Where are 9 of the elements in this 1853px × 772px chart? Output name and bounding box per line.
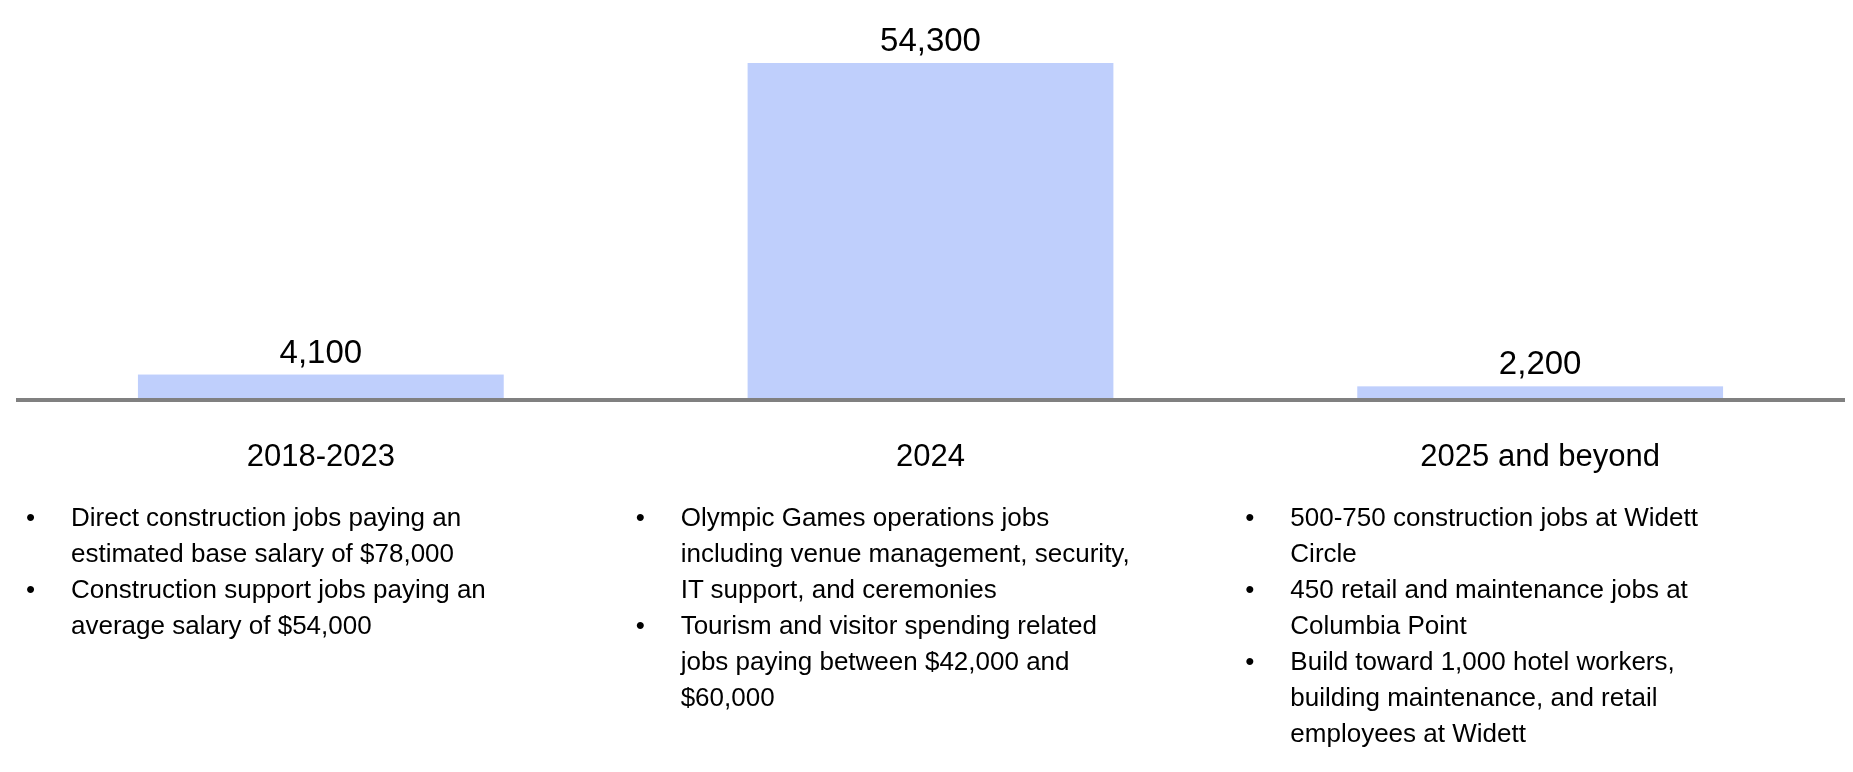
x-tick-label: 2024 (896, 438, 965, 473)
x-tick-label: 2025 and beyond (1420, 438, 1660, 473)
text: • 500-750 construction jobs at Widett Circle • 450 retail and maintenance jobs at Columbia Point • Build toward 1,000 hotel workers, building maintenance, and retail employees at Widett (1245, 502, 1698, 748)
x-tick-label: 2018-2023 (246, 438, 395, 473)
text: • Olympic Games operations jobs including venue management, security, IT support, and ceremonies • Tourism and visitor spending related jobs paying between $42,000 and $60,000 (635, 502, 1130, 712)
text: • Direct construction jobs paying an estimated base salary of $78,000 • Construction support jobs paying an average salary of $54,000 (26, 502, 486, 640)
data-label: 4,100 (279, 332, 363, 370)
data-label: 2,200 (1498, 344, 1582, 382)
data-label: 54,300 (880, 21, 981, 58)
